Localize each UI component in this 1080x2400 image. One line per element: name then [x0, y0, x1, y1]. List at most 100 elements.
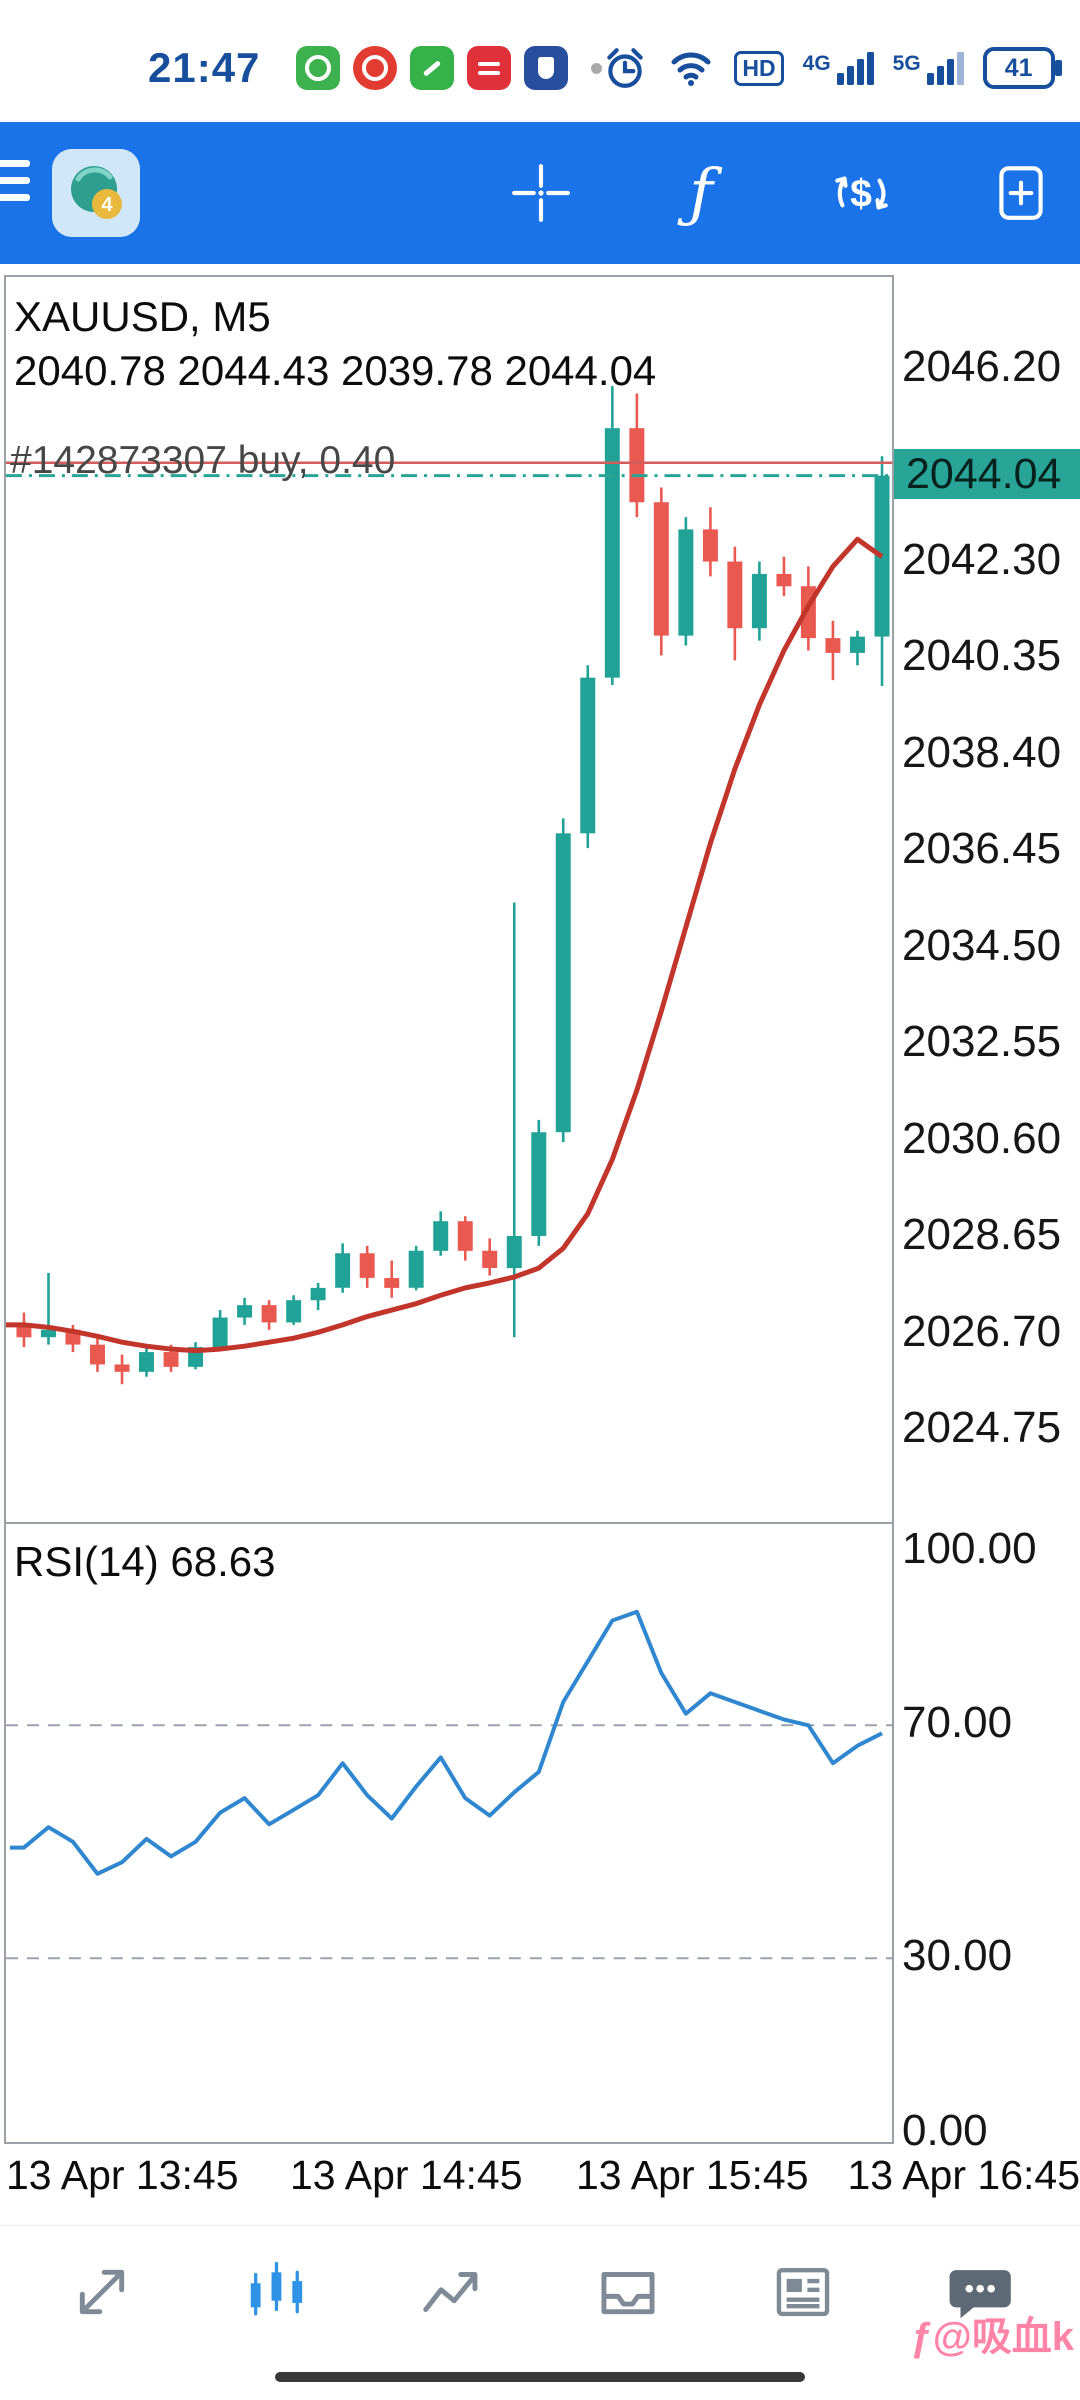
svg-text:$: $	[850, 172, 872, 215]
price-axis[interactable]: 2044.04 2046.20 2042.30 2040.35 2038.40 2036…	[894, 275, 1080, 2155]
panel-divider	[6, 1522, 892, 1524]
price-tick-label: 2026.70	[902, 1307, 1062, 1356]
svg-text:4: 4	[101, 194, 113, 216]
traffic-app-notification-icon	[524, 46, 569, 90]
chart-header: XAUUSD, M5 2040.78 2044.43 2039.78 2044.…	[14, 290, 656, 398]
candle-body	[653, 502, 669, 636]
menu-icon[interactable]	[0, 160, 30, 201]
chart-plot-frame[interactable]	[4, 275, 894, 2144]
candle-body	[482, 1250, 498, 1269]
watermark: ƒ@吸血k	[910, 2315, 1075, 2359]
candle-body	[310, 1287, 326, 1301]
wifi-icon	[667, 46, 715, 90]
ma-line	[6, 536, 884, 1354]
notification-dot	[591, 62, 603, 74]
rsi-line	[9, 1609, 883, 1876]
bottom-toolbar	[0, 2225, 1080, 2358]
rsi-tick-label: 70.00	[902, 1698, 1013, 1747]
signal-4g-icon: 4G	[803, 51, 874, 85]
candle-body	[433, 1221, 449, 1251]
candle-body	[16, 1324, 32, 1338]
symbol-timeframe-label: XAUUSD, M5	[14, 293, 271, 340]
trade-tray-icon[interactable]	[592, 2256, 664, 2328]
open-position-label[interactable]: #142873307 buy, 0.40	[10, 439, 396, 482]
candle-body	[825, 638, 841, 653]
chat-app-notification-icon	[296, 46, 341, 90]
candle-body	[114, 1364, 130, 1372]
clock: 21:47	[148, 44, 261, 91]
alarm-icon	[602, 45, 648, 91]
new-order-icon[interactable]	[988, 160, 1054, 226]
candle-body	[212, 1317, 228, 1348]
line-chart-icon[interactable]	[416, 2256, 488, 2328]
candle-body	[727, 561, 743, 629]
price-tick-label: 2034.50	[902, 921, 1062, 970]
rsi-indicator-label: RSI(14) 68.63	[14, 1538, 276, 1585]
candle-body	[678, 529, 694, 636]
candle-body	[41, 1329, 56, 1338]
recorder-app-notification-icon	[353, 46, 398, 90]
candle-body	[384, 1277, 400, 1288]
rsi-tick-label: 100.00	[902, 1524, 1037, 1573]
time-axis[interactable]: 13 Apr 13:45 13 Apr 14:45 13 Apr 15:45 13 A…	[0, 2152, 1080, 2206]
price-tick-label: 2024.75	[902, 1403, 1062, 1452]
price-tick-label: 2038.40	[902, 728, 1062, 777]
red-note-app-notification-icon	[467, 46, 512, 90]
price-tick-label: 2042.30	[902, 535, 1062, 584]
candle-body	[751, 573, 767, 629]
price-tick-label: 2030.60	[902, 1114, 1062, 1163]
rsi-chart[interactable]	[6, 1524, 892, 2142]
candle-body	[849, 636, 865, 653]
candle-body	[286, 1300, 302, 1323]
price-tick-label: 2032.55	[902, 1017, 1062, 1066]
candle-body	[580, 677, 596, 834]
trend-arrows-icon[interactable]	[66, 2256, 138, 2328]
hd-voice-icon: HD	[734, 50, 784, 86]
trade-dollar-icon[interactable]: $	[828, 160, 894, 226]
price-tick-label: 2040.35	[902, 631, 1062, 680]
candle-body	[335, 1253, 351, 1288]
candle-body	[261, 1305, 277, 1323]
time-axis-label: 13 Apr 15:45	[576, 2152, 809, 2198]
status-bar: 21:47 HD 4G	[0, 0, 1080, 122]
app-toolbar: 4 ƒ $	[0, 122, 1080, 264]
candlestick-chart-icon[interactable]	[241, 2256, 313, 2328]
candle-body	[138, 1352, 154, 1372]
system-status-icons: HD 4G 5G 41	[602, 45, 1062, 91]
news-icon[interactable]	[767, 2256, 839, 2328]
candle-body	[702, 529, 718, 562]
chat-icon[interactable]	[942, 2256, 1014, 2328]
app-logo[interactable]: 4	[52, 149, 140, 237]
battery-icon: 41	[982, 47, 1062, 89]
price-tick-label: 2028.65	[902, 1210, 1062, 1259]
candle-body	[359, 1253, 375, 1278]
price-tick-label: 2036.45	[902, 824, 1062, 873]
candle-body	[457, 1221, 473, 1251]
rsi-tick-label: 30.00	[902, 1931, 1013, 1980]
candle-body	[506, 1235, 522, 1269]
candle-body	[408, 1250, 424, 1288]
ohlc-values: 2040.78 2044.43 2039.78 2044.04	[14, 347, 657, 394]
crosshair-icon[interactable]	[508, 160, 574, 226]
phone-call-notification-icon	[410, 46, 455, 90]
candle-body	[776, 573, 792, 587]
chart-area[interactable]: XAUUSD, M5 2040.78 2044.43 2039.78 2044.…	[0, 264, 1080, 2225]
price-chart[interactable]	[6, 277, 892, 1522]
candle-body	[163, 1352, 179, 1367]
gesture-bar[interactable]	[275, 2372, 805, 2382]
time-axis-label: 13 Apr 16:45	[847, 2152, 1080, 2198]
indicators-icon[interactable]: ƒ	[689, 156, 713, 230]
candle-body	[531, 1132, 547, 1236]
time-axis-label: 13 Apr 14:45	[290, 2152, 523, 2198]
rsi-tick-label: 0.00	[902, 2106, 988, 2155]
signal-5g-icon: 5G	[893, 51, 964, 85]
price-tick-label: 2046.20	[902, 342, 1062, 391]
time-axis-label: 13 Apr 13:45	[6, 2152, 239, 2198]
current-price-badge: 2044.04	[894, 449, 1080, 499]
candle-body	[555, 833, 571, 1133]
notification-icons	[296, 46, 603, 90]
candle-body	[604, 428, 620, 678]
candle-body	[237, 1305, 253, 1318]
candle-body	[629, 428, 645, 503]
